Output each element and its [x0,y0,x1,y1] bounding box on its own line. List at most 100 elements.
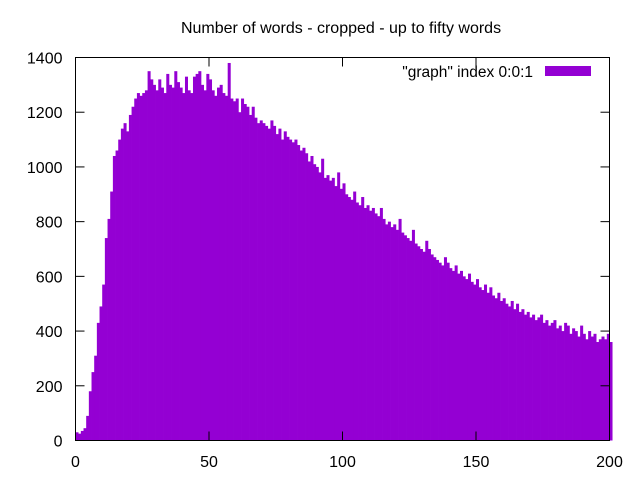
histogram-bar [275,134,279,441]
histogram-bar [251,106,255,441]
y-tick-label: 1400 [27,51,63,68]
histogram-bar [257,123,261,441]
histogram-bar [497,292,501,441]
histogram-bar [342,183,346,441]
histogram-bar [395,229,399,441]
histogram-bar [147,71,151,441]
histogram-bar [110,191,114,441]
histogram-bar [131,106,135,441]
histogram-bar [556,328,560,441]
histogram-bar [358,205,362,441]
histogram-bar [246,106,250,441]
histogram-bar [150,79,154,441]
histogram-bar [601,336,605,441]
histogram-bar [355,202,359,441]
histogram-bar [139,95,143,441]
histogram-bar [473,284,477,441]
histogram-bar [112,155,116,441]
histogram-bar [518,311,522,441]
x-tick-label: 0 [71,454,80,471]
histogram-bar [192,76,196,441]
histogram-bar [286,136,290,441]
histogram-bar [425,240,429,441]
histogram-bar [545,320,549,441]
legend-swatch [545,66,591,76]
histogram-bar [217,87,221,441]
histogram-bar [83,428,87,441]
histogram-bar [214,95,218,441]
histogram-bar [398,218,402,441]
histogram-bar [598,339,602,441]
y-tick-label: 800 [36,215,63,232]
histogram-bar [126,131,130,441]
histogram-bar [363,207,367,441]
histogram-bar [521,309,525,441]
histogram-bar [75,432,79,441]
histogram-bar [417,246,421,441]
histogram-bar [361,197,365,441]
histogram-bar [118,139,122,441]
histogram-bar [462,276,466,441]
chart-title: Number of words - cropped - up to fifty … [181,20,501,37]
x-tick-label: 150 [463,454,490,471]
histogram-bar [128,114,132,441]
histogram-bar [492,295,496,441]
histogram-bar [550,322,554,441]
histogram-bar [123,123,127,441]
bars-group [75,62,613,441]
histogram-bar [96,322,100,441]
axis-ticks: 0 200 400 600 800 1000 1200 1400 0 50 100 150 200 [27,51,623,472]
histogram-bar [465,279,469,441]
histogram-bar [561,331,565,441]
histogram-bar [526,311,530,441]
histogram-bar [427,249,431,441]
histogram-bar [414,243,418,441]
histogram-bar [233,101,237,441]
histogram-bar [318,172,322,441]
histogram-bar [484,284,488,441]
histogram-bar [438,262,442,441]
histogram-bar [200,84,205,441]
histogram-bar [443,257,447,441]
histogram-bar [513,309,517,441]
histogram-bar [315,166,319,441]
histogram-bar [88,391,92,441]
y-tick-label: 0 [54,434,63,451]
histogram-bar [419,249,423,441]
histogram-bar [347,197,351,441]
histogram-bar [532,314,536,441]
histogram-bar [203,90,207,441]
histogram-bar [385,224,389,441]
histogram-bar [297,145,301,441]
histogram-bar [187,90,191,441]
histogram-bar [564,322,568,441]
histogram-bar [254,117,258,441]
histogram-bar [582,333,586,441]
histogram-bar [334,186,338,441]
histogram-bar [337,172,341,441]
x-tick-label: 100 [329,454,356,471]
histogram-bar [289,139,293,441]
histogram-bar [569,333,573,441]
histogram-bar [184,76,188,441]
histogram-bar [508,306,512,441]
histogram-bar [144,90,148,441]
histogram-bar [265,125,269,441]
histogram-bar [446,262,450,441]
histogram-bar [267,128,271,441]
histogram-bar [91,372,95,441]
histogram-bar [566,325,570,441]
histogram-bar [435,259,439,441]
histogram-bar [580,325,584,441]
histogram-bar [155,90,159,441]
histogram-bar [524,314,528,441]
histogram-bar [321,158,325,441]
histogram-bar [433,257,437,441]
histogram-bar [516,303,520,441]
histogram-bar [158,79,162,441]
histogram-bar [243,104,247,441]
histogram-bar [422,251,426,441]
histogram-bar [195,73,199,441]
histogram-bar [230,98,234,441]
histogram-bar [366,205,370,441]
